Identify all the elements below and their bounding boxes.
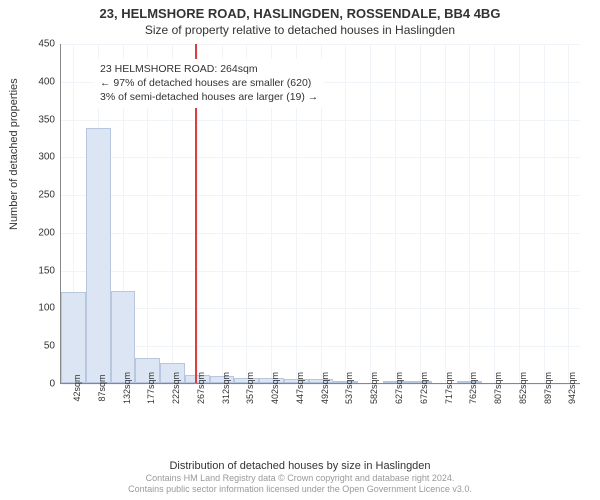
x-tick-label: 942sqm	[567, 372, 577, 404]
y-tick-label: 450	[25, 39, 55, 50]
attribution-line-1: Contains HM Land Registry data © Crown c…	[146, 473, 455, 483]
histogram-bar	[111, 291, 136, 383]
y-tick-label: 200	[25, 227, 55, 238]
x-tick-label: 627sqm	[394, 372, 404, 404]
x-tick-label: 762sqm	[468, 372, 478, 404]
annotation-line-2: ← 97% of detached houses are smaller (62…	[100, 77, 311, 89]
x-tick-label: 717sqm	[444, 372, 454, 404]
x-tick-label: 267sqm	[196, 372, 206, 404]
x-tick-label: 402sqm	[270, 372, 280, 404]
y-tick-label: 250	[25, 190, 55, 201]
y-tick-label: 50	[25, 341, 55, 352]
x-tick-label: 852sqm	[518, 372, 528, 404]
y-tick-label: 0	[25, 379, 55, 390]
grid-line-v	[420, 44, 421, 383]
grid-line-v	[494, 44, 495, 383]
attribution-line-2: Contains public sector information licen…	[128, 484, 472, 494]
grid-line-v	[370, 44, 371, 383]
x-tick-label: 42sqm	[72, 374, 82, 401]
y-tick-label: 350	[25, 114, 55, 125]
attribution: Contains HM Land Registry data © Crown c…	[0, 473, 600, 496]
y-tick-label: 300	[25, 152, 55, 163]
grid-line-v	[544, 44, 545, 383]
grid-line-v	[469, 44, 470, 383]
x-tick-label: 177sqm	[146, 372, 156, 404]
histogram-bar	[86, 128, 111, 383]
x-tick-label: 672sqm	[419, 372, 429, 404]
x-tick-label: 897sqm	[543, 372, 553, 404]
y-tick-label: 400	[25, 76, 55, 87]
histogram-bar	[61, 292, 86, 383]
chart-area: 23 HELMSHORE ROAD: 264sqm ← 97% of detach…	[60, 44, 580, 414]
x-tick-label: 132sqm	[122, 372, 132, 404]
annotation-line-1: 23 HELMSHORE ROAD: 264sqm	[100, 63, 258, 75]
x-axis-label: Distribution of detached houses by size …	[0, 460, 600, 472]
annotation-line-3: 3% of semi-detached houses are larger (1…	[100, 91, 318, 103]
x-tick-label: 537sqm	[344, 372, 354, 404]
y-axis-label: Number of detached properties	[8, 78, 20, 230]
x-tick-label: 87sqm	[97, 374, 107, 401]
grid-line-v	[345, 44, 346, 383]
page-title-2: Size of property relative to detached ho…	[0, 21, 600, 37]
grid-line-v	[519, 44, 520, 383]
x-tick-label: 582sqm	[369, 372, 379, 404]
chart-container: 23, HELMSHORE ROAD, HASLINGDEN, ROSSENDA…	[0, 0, 600, 500]
y-tick-label: 150	[25, 265, 55, 276]
grid-line-v	[395, 44, 396, 383]
x-tick-label: 357sqm	[245, 372, 255, 404]
grid-line-v	[445, 44, 446, 383]
x-tick-label: 807sqm	[493, 372, 503, 404]
page-title-1: 23, HELMSHORE ROAD, HASLINGDEN, ROSSENDA…	[0, 0, 600, 21]
x-tick-label: 492sqm	[320, 372, 330, 404]
plot-area: 23 HELMSHORE ROAD: 264sqm ← 97% of detach…	[60, 44, 580, 384]
x-tick-label: 447sqm	[295, 372, 305, 404]
annotation-box: 23 HELMSHORE ROAD: 264sqm ← 97% of detach…	[94, 59, 324, 108]
x-tick-label: 312sqm	[221, 372, 231, 404]
x-tick-label: 222sqm	[171, 372, 181, 404]
grid-line-v	[568, 44, 569, 383]
y-tick-label: 100	[25, 303, 55, 314]
